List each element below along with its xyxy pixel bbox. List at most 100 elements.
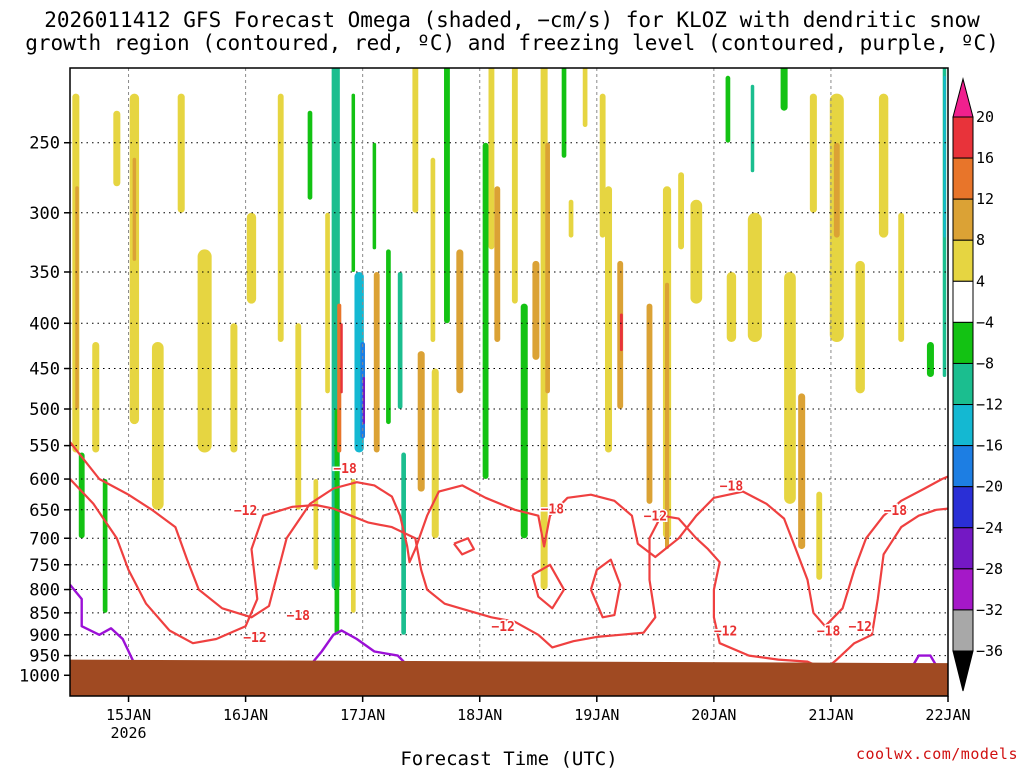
y-tick-label: 700 bbox=[29, 529, 60, 549]
omega-cell bbox=[386, 249, 391, 425]
contour-label: −18 bbox=[541, 503, 565, 518]
omega-cell bbox=[678, 172, 685, 250]
omega-cell bbox=[943, 75, 946, 238]
colorbar-bin bbox=[952, 609, 974, 652]
omega-cell bbox=[878, 93, 889, 238]
omega-cell bbox=[798, 393, 806, 550]
contour-label: −18 bbox=[333, 462, 357, 477]
colorbar-label: 20 bbox=[976, 108, 994, 126]
y-tick-label: 350 bbox=[29, 263, 60, 283]
colorbar-bin bbox=[952, 486, 974, 529]
y-tick-label: 950 bbox=[29, 647, 60, 667]
x-tick-label: 21JAN bbox=[808, 706, 853, 724]
colorbar-bin bbox=[952, 239, 974, 282]
omega-cell bbox=[833, 142, 840, 238]
omega-cell bbox=[340, 323, 343, 394]
y-tick-label: 850 bbox=[29, 604, 60, 624]
contour-label: −12 bbox=[644, 510, 667, 525]
omega-cell bbox=[373, 271, 380, 453]
x-tick-label: 15JAN bbox=[106, 706, 151, 724]
colorbar-bin bbox=[952, 568, 974, 611]
colorbar-bottom-arrow bbox=[952, 650, 974, 692]
omega-cell bbox=[725, 75, 731, 143]
omega-cell bbox=[307, 110, 313, 200]
omega-cell bbox=[511, 68, 518, 304]
omega-cell bbox=[113, 110, 121, 187]
omega-cell bbox=[532, 260, 540, 360]
contour-minus18 bbox=[531, 563, 566, 610]
colorbar-bin bbox=[952, 404, 974, 447]
colorbar-label: −28 bbox=[976, 560, 1003, 578]
colorbar-label: −4 bbox=[976, 313, 994, 331]
omega-cell bbox=[444, 68, 450, 324]
omega-cell bbox=[898, 212, 905, 343]
omega-cell bbox=[488, 68, 495, 250]
y-tick-label: 500 bbox=[29, 400, 60, 420]
contour-freezing-level bbox=[309, 629, 411, 669]
omega-cell bbox=[561, 68, 567, 158]
omega-cell bbox=[334, 409, 340, 635]
x-tick-label: 17JAN bbox=[340, 706, 385, 724]
credit-link[interactable]: coolwx.com/models bbox=[855, 745, 1018, 763]
y-tick-label: 650 bbox=[29, 501, 60, 521]
omega-cell bbox=[545, 142, 550, 394]
colorbar-label: −24 bbox=[976, 519, 1003, 537]
y-tick-label: 250 bbox=[29, 134, 60, 154]
contour-label: −12 bbox=[491, 620, 514, 635]
colorbar: 20 16 12 8 4 −4 −8 −12 −16 −20 −24 −28 −32 −36 bbox=[952, 77, 1003, 692]
plot-frame bbox=[69, 67, 949, 697]
colorbar-label: 8 bbox=[976, 231, 985, 249]
ground-layer bbox=[70, 659, 948, 696]
omega-cell bbox=[102, 479, 108, 613]
ground-surface bbox=[70, 659, 948, 696]
y-tick-label: 750 bbox=[29, 556, 60, 576]
omega-cell bbox=[337, 303, 342, 453]
colorbar-bin bbox=[952, 280, 974, 323]
y-tick-label: 900 bbox=[29, 626, 60, 646]
omega-cell bbox=[295, 323, 302, 510]
omega-cell bbox=[92, 342, 100, 453]
contour-label: −12 bbox=[243, 631, 266, 646]
x-tick-label: 22JAN bbox=[925, 706, 970, 724]
colorbar-label: −32 bbox=[976, 601, 1003, 619]
y-tick-label: 550 bbox=[29, 437, 60, 457]
omega-cell bbox=[313, 479, 319, 570]
omega-cell bbox=[401, 452, 406, 635]
omega-cell bbox=[599, 93, 606, 238]
omega-cell bbox=[747, 212, 762, 343]
contour-label: −18 bbox=[720, 479, 744, 494]
colorbar-label: −36 bbox=[976, 642, 1003, 660]
x-tick-label: 16JAN bbox=[223, 706, 268, 724]
colorbar-label: −12 bbox=[976, 396, 1003, 414]
chart-title-line-2: growth region (contoured, red, ºC) and f… bbox=[25, 31, 999, 55]
y-tick-label: 400 bbox=[29, 314, 60, 334]
omega-shading bbox=[72, 68, 947, 635]
omega-cell bbox=[604, 186, 613, 453]
contour-label: −18 bbox=[817, 625, 841, 640]
colorbar-label: 4 bbox=[976, 272, 985, 290]
omega-cell bbox=[78, 452, 85, 539]
y-tick-label: 300 bbox=[29, 204, 60, 224]
omega-cell bbox=[372, 142, 377, 250]
colorbar-label: −20 bbox=[976, 478, 1003, 496]
x-tick-label: 19JAN bbox=[574, 706, 619, 724]
y-axis: 2503003504004505005506006507007508008509… bbox=[19, 134, 70, 686]
contour-minus18 bbox=[589, 558, 622, 619]
colorbar-label: 16 bbox=[976, 149, 994, 167]
omega-cell bbox=[855, 260, 865, 394]
omega-cell bbox=[809, 93, 817, 213]
omega-cell bbox=[350, 479, 356, 613]
colorbar-bin bbox=[952, 198, 974, 241]
omega-cell bbox=[494, 186, 501, 343]
contour-label: −12 bbox=[714, 625, 737, 640]
omega-cell bbox=[277, 93, 284, 343]
omega-cell bbox=[784, 271, 796, 504]
omega-cell bbox=[151, 342, 164, 510]
omega-cell bbox=[431, 368, 439, 539]
omega-cell bbox=[362, 376, 366, 425]
omega-cell bbox=[456, 249, 464, 394]
colorbar-bin bbox=[952, 527, 974, 570]
colorbar-bin bbox=[952, 116, 974, 159]
